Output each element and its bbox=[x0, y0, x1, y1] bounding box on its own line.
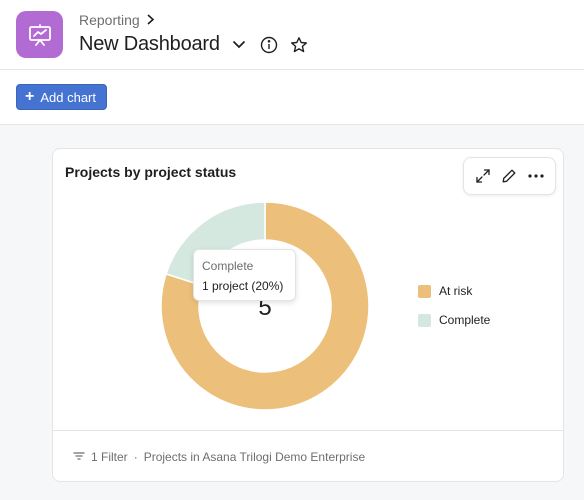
chart-card-title: Projects by project status bbox=[65, 164, 237, 180]
chart-legend: At risk Complete bbox=[418, 284, 490, 342]
toolbar: + Add chart bbox=[0, 70, 584, 125]
card-footer[interactable]: 1 Filter · Projects in Asana Trilogi Dem… bbox=[53, 430, 563, 482]
presentation-chart-icon bbox=[16, 11, 63, 58]
chart-tooltip: Complete 1 project (20%) bbox=[193, 249, 296, 301]
footer-filter-count[interactable]: 1 Filter bbox=[91, 449, 128, 464]
chevron-down-icon[interactable] bbox=[230, 36, 248, 54]
info-icon[interactable] bbox=[260, 36, 278, 54]
star-icon[interactable] bbox=[290, 36, 308, 54]
more-icon[interactable] bbox=[527, 167, 545, 185]
legend-swatch bbox=[418, 313, 431, 327]
donut-chart: 5 bbox=[160, 201, 370, 411]
chevron-right-icon bbox=[146, 13, 155, 28]
chart-card[interactable]: Projects by project status 5 Complete 1 … bbox=[52, 148, 564, 482]
legend-swatch bbox=[418, 284, 431, 298]
tooltip-value: 1 project (20%) bbox=[202, 279, 284, 293]
card-actions bbox=[463, 157, 556, 195]
legend-item-complete[interactable]: Complete bbox=[418, 313, 490, 327]
donut-slice-at-risk[interactable] bbox=[160, 201, 370, 411]
legend-item-at-risk[interactable]: At risk bbox=[418, 284, 490, 298]
pencil-icon[interactable] bbox=[500, 167, 518, 185]
breadcrumb[interactable]: Reporting bbox=[79, 12, 155, 28]
tooltip-title: Complete bbox=[202, 259, 254, 273]
title-row: New Dashboard bbox=[79, 33, 308, 56]
legend-label: At risk bbox=[439, 284, 473, 298]
expand-icon[interactable] bbox=[474, 167, 492, 185]
chart-area: 5 Complete 1 project (20%) At risk Comple… bbox=[53, 189, 565, 429]
legend-label: Complete bbox=[439, 313, 491, 327]
add-chart-button[interactable]: + Add chart bbox=[16, 84, 107, 110]
footer-separator: · bbox=[133, 449, 138, 464]
breadcrumb-reporting[interactable]: Reporting bbox=[79, 12, 140, 28]
page-title[interactable]: New Dashboard bbox=[79, 33, 220, 55]
page-header: Reporting New Dashboard bbox=[0, 0, 584, 70]
plus-icon: + bbox=[25, 88, 35, 105]
add-chart-label: Add chart bbox=[40, 89, 96, 105]
footer-scope: Projects in Asana Trilogi Demo Enterpris… bbox=[143, 449, 366, 464]
filter-icon bbox=[73, 450, 85, 464]
